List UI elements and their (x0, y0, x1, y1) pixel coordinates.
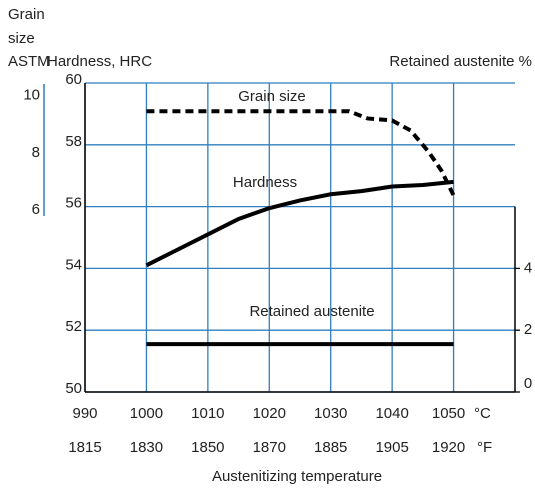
series-line (146, 109, 456, 197)
x2-tick-label: 1870 (253, 439, 286, 456)
x2-tick-label: 1830 (130, 439, 163, 456)
series-label: Retained austenite (249, 303, 374, 320)
y3-tick-label: 10 (23, 86, 40, 103)
y-axis-title: Hardness, HRC (47, 53, 152, 70)
grain-axis-title: Grain (8, 6, 45, 23)
grain-axis-title: size (8, 30, 35, 47)
x-tick-label: 1000 (130, 405, 163, 422)
x-tick-label: 1050 (432, 405, 465, 422)
y2-tick-label: 2 (524, 321, 532, 338)
y2-axis-title: Retained austenite % (389, 53, 532, 70)
x-unit: °C (474, 405, 491, 422)
x-tick-label: 1010 (191, 405, 224, 422)
y2-tick-label: 4 (524, 259, 532, 276)
x-tick-label: 1040 (375, 405, 408, 422)
y2-tick-label: 0 (524, 375, 532, 392)
x-tick-label: 990 (72, 405, 97, 422)
x2-tick-label: 1920 (432, 439, 465, 456)
series-label: Grain size (238, 88, 306, 105)
x2-tick-label: 1850 (191, 439, 224, 456)
y-tick-label: 50 (65, 380, 82, 397)
y-tick-label: 58 (65, 133, 82, 150)
x-tick-label: 1020 (253, 405, 286, 422)
x2-tick-label: 1815 (68, 439, 101, 456)
y-tick-label: 60 (65, 71, 82, 88)
grain-axis-title: ASTM (8, 53, 50, 70)
x2-unit: °F (477, 439, 492, 456)
y-tick-label: 52 (65, 318, 82, 335)
y-tick-label: 54 (65, 256, 82, 273)
x2-tick-label: 1885 (314, 439, 347, 456)
x-axis-title: Austenitizing temperature (212, 468, 382, 485)
x-tick-label: 1030 (314, 405, 347, 422)
y3-tick-label: 8 (32, 144, 40, 161)
y-tick-label: 56 (65, 195, 82, 212)
series-label: Hardness (233, 174, 297, 191)
x2-tick-label: 1905 (375, 439, 408, 456)
series-line (145, 179, 454, 268)
y3-tick-label: 6 (32, 201, 40, 218)
